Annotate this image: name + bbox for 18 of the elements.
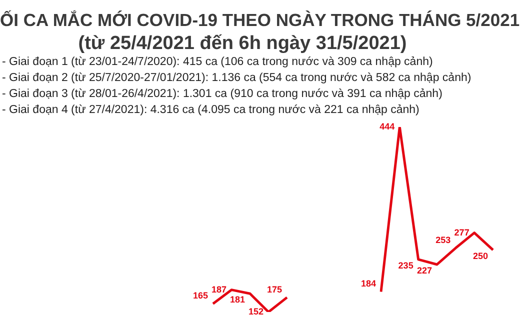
data-label: 444 (380, 121, 395, 132)
text: - Giai đoạn 2 (từ 25/7/2020-27/01/2021): 1.136 ca (554 ca trong nước và 582 ca nhập cảnh) (2, 72, 472, 84)
data-label: 227 (416, 265, 432, 276)
text: - Giai đoạn 4 (từ 27/4/2021): 4.316 ca (4.095 ca trong nước và 221 ca nhập cảnh) (2, 104, 420, 116)
data-label: 187 (211, 284, 226, 294)
data-label: 152 (248, 306, 264, 316)
data-label: 181 (230, 294, 245, 305)
text: - Giai đoạn 3 (từ 28/01-26/4/2021): 1.301 ca (910 ca trong nước và 391 ca nhập cảnh) (2, 88, 442, 100)
data-label: 253 (436, 234, 451, 245)
data-label: 250 (472, 250, 488, 261)
text: - Giai đoạn 1 (từ 23/01-24/7/2020): 415 ca (106 ca trong nước và 309 ca nhập cảnh) (2, 56, 433, 68)
chart-subtitle: (từ 25/4/2021 đến 6h ngày 31/5/2021) (77, 33, 408, 55)
data-label: 165 (192, 290, 208, 301)
chart-title: ỐI CA MẮC MỚI COVID-19 THEO NGÀY TRONG THÁNG 5/2021 (0, 10, 520, 31)
data-label: 175 (266, 284, 282, 294)
data-label: 235 (398, 260, 414, 270)
data-label: 184 (360, 278, 376, 289)
data-label: 277 (454, 227, 470, 238)
